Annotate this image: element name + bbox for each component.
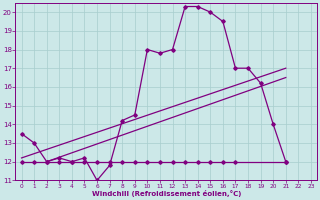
X-axis label: Windchill (Refroidissement éolien,°C): Windchill (Refroidissement éolien,°C) xyxy=(92,190,241,197)
